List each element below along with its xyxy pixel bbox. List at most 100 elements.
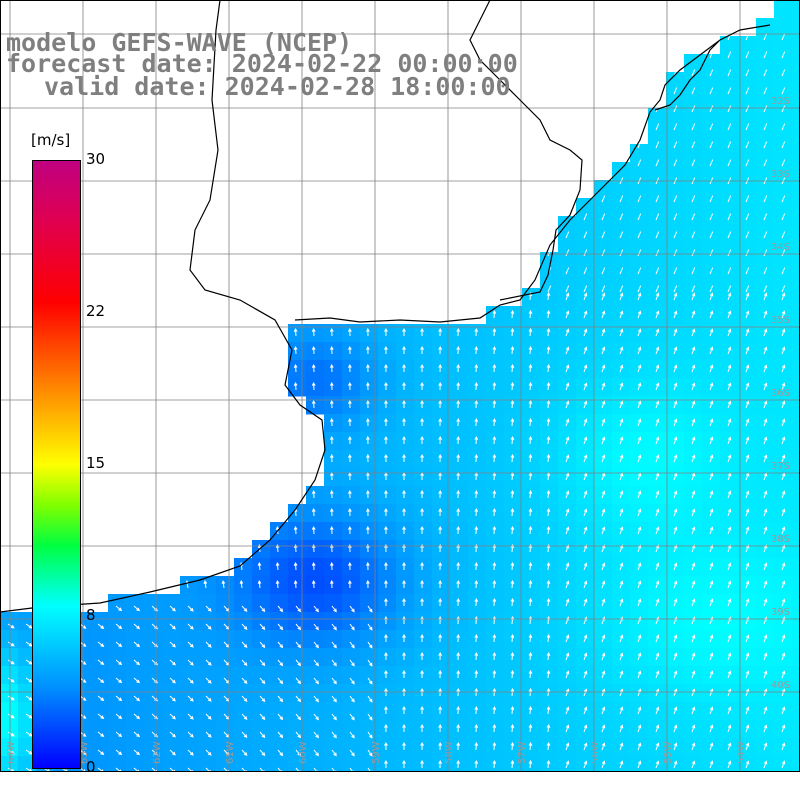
wind-arrow <box>673 652 678 661</box>
field-cell <box>774 18 793 37</box>
field-cell <box>504 666 523 685</box>
wind-arrow <box>528 723 533 733</box>
field-cell <box>414 558 433 577</box>
field-cell <box>18 666 37 685</box>
field-cell <box>144 738 163 757</box>
wind-arrow <box>384 507 388 517</box>
field-cell <box>486 342 505 361</box>
wind-arrow <box>565 562 570 571</box>
field-cell <box>90 684 109 703</box>
wind-arrow <box>691 508 696 517</box>
field-cell <box>540 684 559 703</box>
field-cell <box>198 720 217 739</box>
field-cell <box>324 756 343 772</box>
wind-arrow <box>583 213 588 221</box>
field-cell <box>792 630 800 649</box>
field-cell <box>126 666 145 685</box>
wind-arrow <box>763 105 768 113</box>
wind-arrow <box>474 363 479 373</box>
field-cell <box>252 720 271 739</box>
wind-arrow <box>781 141 786 149</box>
wind-arrow <box>510 435 515 445</box>
wind-arrow <box>745 382 750 391</box>
field-cell <box>540 630 559 649</box>
field-cell <box>558 270 577 289</box>
wind-arrow <box>510 579 515 589</box>
field-cell <box>108 648 127 667</box>
wind-arrow <box>691 544 696 553</box>
wind-arrow <box>331 641 337 649</box>
field-cell <box>450 702 469 721</box>
wind-arrow <box>655 328 660 337</box>
field-cell <box>540 270 559 289</box>
wind-arrow <box>601 742 606 751</box>
field-cell <box>504 648 523 667</box>
field-cell <box>0 648 19 667</box>
wind-arrow <box>655 544 660 553</box>
wind-arrow <box>420 561 424 571</box>
wind-arrow <box>366 435 370 445</box>
field-cell <box>306 342 325 361</box>
wind-arrow <box>456 669 461 679</box>
wind-arrow <box>637 231 642 239</box>
wind-arrow <box>313 695 319 703</box>
field-cell <box>756 252 775 271</box>
wind-arrow <box>546 327 551 337</box>
wind-arrow <box>311 561 316 571</box>
field-cell <box>162 648 181 667</box>
field-cell <box>666 198 685 217</box>
field-cell <box>360 450 379 469</box>
field-cell <box>180 648 199 667</box>
wind-arrow <box>546 417 551 427</box>
field-cell <box>468 504 487 523</box>
field-cell <box>720 216 739 235</box>
field-cell <box>792 666 800 685</box>
wind-arrow <box>277 731 284 739</box>
field-cell <box>216 684 235 703</box>
title-forecast-date: forecast date: 2024-02-22 00:00:00 <box>6 49 518 78</box>
field-cell <box>450 468 469 487</box>
field-cell <box>594 270 613 289</box>
wind-arrow <box>655 526 660 535</box>
field-cell <box>216 738 235 757</box>
field-cell <box>792 126 800 145</box>
wind-arrow <box>347 525 352 535</box>
field-cell <box>684 234 703 253</box>
wind-arrow <box>745 652 750 661</box>
field-cell <box>792 144 800 163</box>
field-cell <box>378 504 397 523</box>
wind-arrow <box>7 677 15 683</box>
field-cell <box>684 54 703 73</box>
field-cell <box>522 306 541 325</box>
field-cell <box>468 540 487 559</box>
field-cell <box>576 234 595 253</box>
field-cell <box>396 414 415 433</box>
wind-arrow <box>583 436 588 445</box>
wind-arrow <box>7 749 15 755</box>
wind-arrow <box>492 525 497 535</box>
field-cell <box>180 702 199 721</box>
wind-arrow <box>691 231 696 239</box>
wind-arrow <box>781 328 786 337</box>
field-cell <box>216 648 235 667</box>
wind-arrow <box>745 490 750 499</box>
field-cell <box>342 612 361 631</box>
field-cell <box>216 594 235 613</box>
wind-arrow <box>601 249 606 257</box>
wind-arrow <box>205 695 212 702</box>
wind-arrow <box>565 267 570 275</box>
field-cell <box>0 612 19 631</box>
wind-arrow <box>763 418 768 427</box>
field-cell <box>90 648 109 667</box>
wind-arrow <box>474 705 479 715</box>
wind-arrow <box>745 346 750 355</box>
wind-arrow <box>583 508 588 517</box>
wind-arrow <box>619 688 624 697</box>
wind-arrow <box>546 453 551 463</box>
wind-arrow <box>259 677 266 685</box>
field-cell <box>288 648 307 667</box>
wind-arrow <box>655 706 660 715</box>
wind-arrow <box>367 695 373 703</box>
wind-arrow <box>474 651 479 661</box>
wind-arrow <box>528 597 533 607</box>
